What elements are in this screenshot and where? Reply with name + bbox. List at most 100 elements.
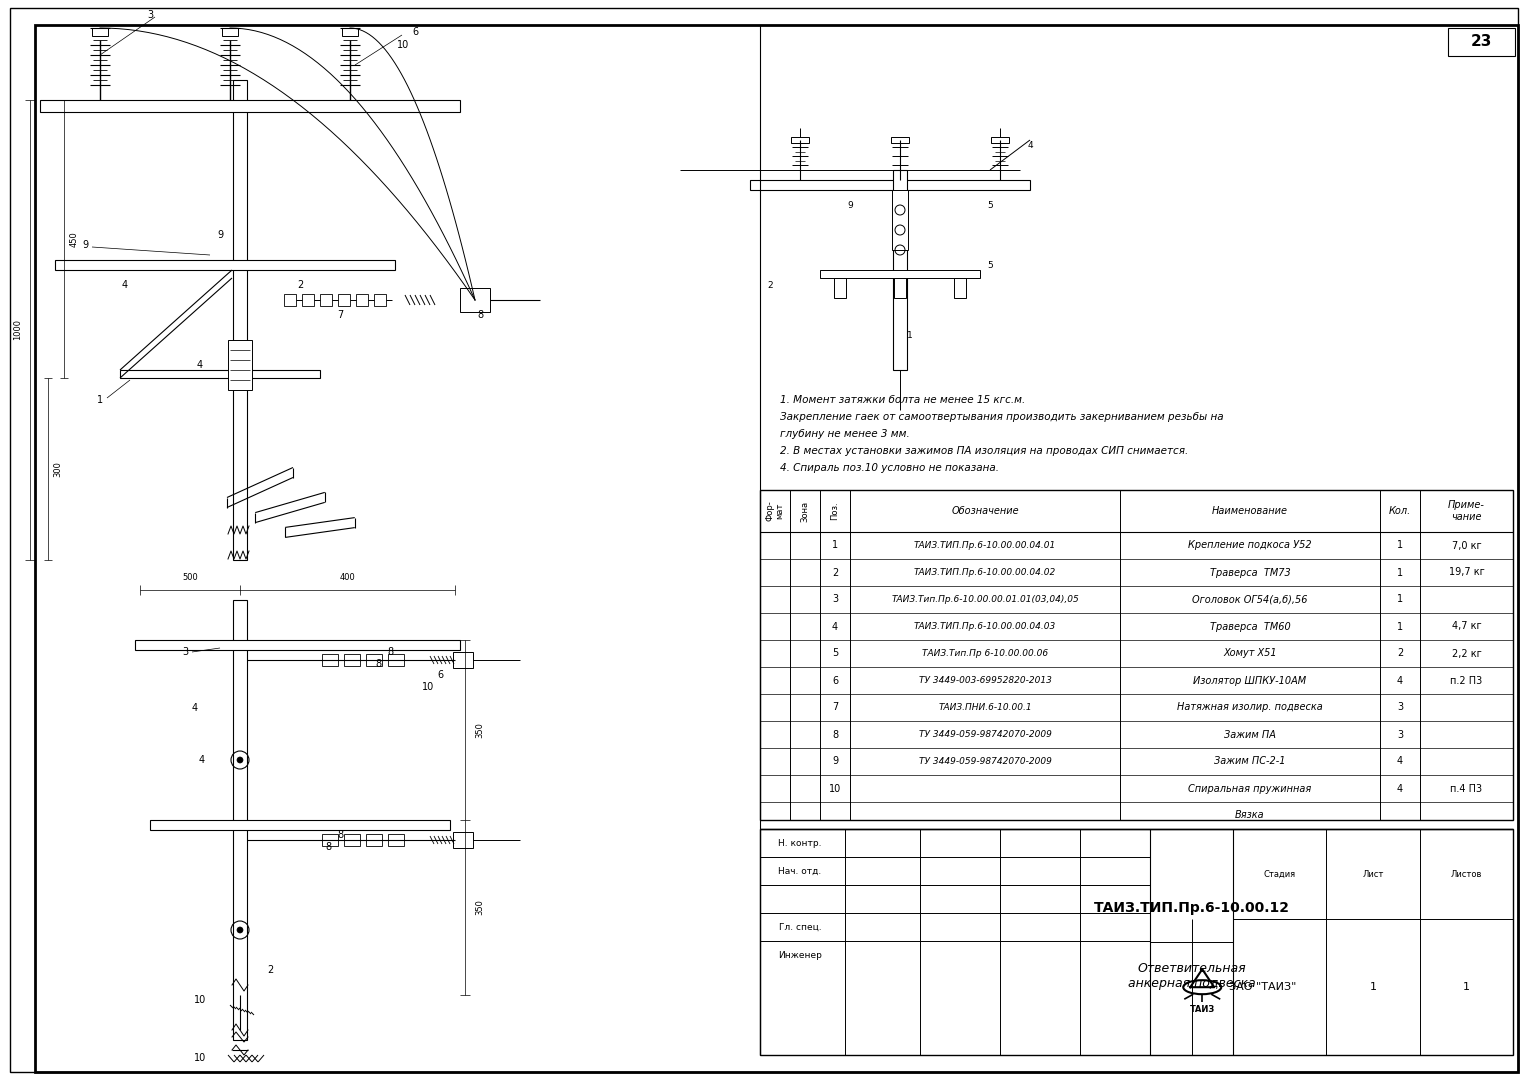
Text: 8: 8 [325,842,332,852]
Bar [452,652,474,669]
Text: 19,7 кг: 19,7 кг [1449,567,1484,578]
Text: Лист: Лист [1363,869,1384,879]
Text: 10: 10 [397,40,410,50]
Text: 4: 4 [193,703,199,713]
Bar [150,820,451,831]
Bar [894,278,906,298]
Text: Поз.: Поз. [831,502,839,521]
Bar [338,294,350,306]
Text: 2: 2 [267,966,274,975]
Bar [367,834,382,846]
Text: 8: 8 [338,831,344,840]
Bar [892,170,908,370]
Bar [388,654,403,666]
Text: 10: 10 [194,995,206,1005]
Text: 8: 8 [477,310,483,320]
Bar [92,28,108,36]
Text: 2: 2 [296,280,303,291]
Text: 1. Момент затяжки болта не менее 15 кгс.м.: 1. Момент затяжки болта не менее 15 кгс.… [779,395,1025,405]
Bar [834,278,847,298]
Text: 400: 400 [339,573,354,582]
Text: 4: 4 [831,621,837,632]
Bar [232,600,248,1040]
Text: п.4 П3: п.4 П3 [1450,783,1482,794]
Bar [344,834,361,846]
Text: Приме-
чание: Приме- чание [1449,500,1485,522]
Text: 4: 4 [122,280,128,291]
Text: 4: 4 [1027,140,1033,149]
Bar [992,137,1008,143]
Text: 450: 450 [69,231,78,247]
Text: Зона: Зона [801,500,810,522]
Text: 3: 3 [182,647,188,657]
Text: 2. В местах установки зажимов ПА изоляция на проводах СИП снимается.: 2. В местах установки зажимов ПА изоляци… [779,446,1189,456]
Text: 1: 1 [1397,567,1403,578]
Text: Натяжная изолир. подвеска: Натяжная изолир. подвеска [1177,702,1323,713]
Text: Зажим ПС-2-1: Зажим ПС-2-1 [1215,756,1285,767]
Bar [322,654,338,666]
Text: 10: 10 [422,681,434,692]
Text: 1: 1 [1397,621,1403,632]
Text: Обозначение: Обозначение [952,507,1019,516]
Bar [303,294,313,306]
Bar [759,829,1513,1055]
Text: 3: 3 [1397,702,1403,713]
Bar [55,260,396,270]
Text: ТУ 3449-003-69952820-2013: ТУ 3449-003-69952820-2013 [918,676,1051,685]
Text: Кол.: Кол. [1389,507,1412,516]
Text: 7: 7 [336,310,344,320]
Text: 5: 5 [831,648,839,659]
Bar [228,340,252,390]
Text: Хомут Х51: Хомут Х51 [1224,648,1277,659]
Text: 4. Спираль поз.10 условно не показана.: 4. Спираль поз.10 условно не показана. [779,463,999,473]
Bar [792,137,808,143]
Text: ТАИЗ: ТАИЗ [1190,1004,1215,1014]
Bar [821,270,979,278]
Bar [40,100,460,112]
Text: 7,0 кг: 7,0 кг [1452,540,1481,551]
Text: 6: 6 [413,27,419,37]
Text: 350: 350 [475,900,484,916]
Text: 3: 3 [147,10,153,21]
Text: 4: 4 [1397,783,1403,794]
Bar [232,80,248,561]
Bar [759,490,1513,820]
Text: п.2 П3: п.2 П3 [1450,675,1482,686]
Bar [222,28,238,36]
Text: Стадия: Стадия [1264,869,1296,879]
Text: 8: 8 [831,729,837,740]
Text: 1: 1 [1397,540,1403,551]
Text: ТАИЗ.ТИП.Пр.6-10.00.00.04.01: ТАИЗ.ТИП.Пр.6-10.00.00.04.01 [914,541,1056,550]
Text: ЗАО "ТАИЗ": ЗАО "ТАИЗ" [1230,982,1297,993]
Bar [344,654,361,666]
Text: Инженер: Инженер [778,950,822,959]
Text: 8: 8 [387,647,393,657]
Text: 350: 350 [475,723,484,738]
Text: ТУ 3449-059-98742070-2009: ТУ 3449-059-98742070-2009 [918,730,1051,739]
Text: Ответвительная
анкерная подвеска: Ответвительная анкерная подвеска [1128,962,1256,990]
Circle shape [237,927,243,933]
Bar [891,137,909,143]
Text: ТАИЗ.ТИП.Пр.6-10.00.12: ТАИЗ.ТИП.Пр.6-10.00.12 [1094,901,1290,915]
Text: 9: 9 [831,756,837,767]
Text: 4: 4 [1397,756,1403,767]
Text: 500: 500 [182,573,197,582]
Bar [452,832,474,848]
Text: 1: 1 [908,330,912,339]
Text: ТАИЗ.ТИП.Пр.6-10.00.00.04.03: ТАИЗ.ТИП.Пр.6-10.00.00.04.03 [914,622,1056,631]
Text: 4,7 кг: 4,7 кг [1452,621,1481,632]
Bar [892,190,908,249]
Text: 5: 5 [987,201,993,210]
Text: 2: 2 [1397,648,1403,659]
Bar [356,294,368,306]
Text: 4: 4 [197,360,203,370]
Text: 9: 9 [217,230,223,240]
Text: 1: 1 [1369,982,1377,993]
Text: 3: 3 [831,594,837,605]
Text: 8: 8 [374,659,380,669]
Text: Вязка: Вязка [1235,810,1265,821]
Text: глубину не менее 3 мм.: глубину не менее 3 мм. [779,429,909,438]
Text: 7: 7 [831,702,839,713]
Text: 300: 300 [53,461,63,477]
Text: 10: 10 [828,783,840,794]
